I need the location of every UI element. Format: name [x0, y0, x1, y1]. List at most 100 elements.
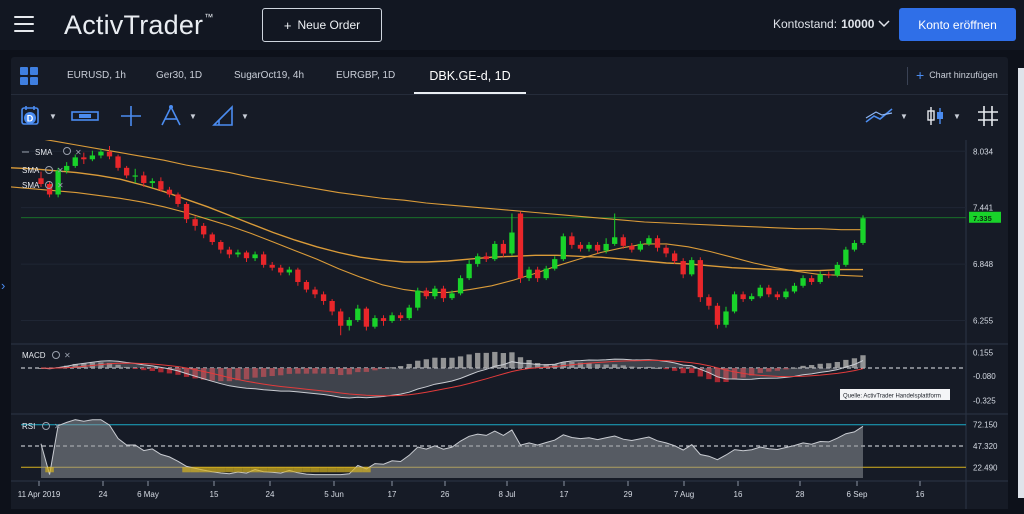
macd-legend[interactable]: MACD ✕	[22, 351, 71, 360]
macd-tick-label: -0.080	[973, 372, 996, 381]
macd-tick-label: -0.325	[973, 397, 996, 406]
macd-histogram-bar	[509, 352, 515, 368]
source-note-text: Quelle: ActivTrader Handelsplattform	[843, 394, 941, 400]
candle	[106, 151, 113, 157]
candle	[800, 278, 806, 286]
candle	[372, 318, 378, 327]
macd-histogram-bar	[492, 351, 498, 368]
macd-line	[40, 358, 864, 399]
gear-icon[interactable]	[45, 181, 53, 189]
price-tick-label: 6.255	[973, 317, 994, 326]
gear-icon[interactable]	[45, 166, 53, 174]
close-icon[interactable]: ✕	[75, 148, 82, 157]
candle	[552, 259, 558, 269]
sma-legend-2[interactable]: SMA ✕	[22, 166, 64, 175]
macd-histogram-bar	[72, 363, 78, 368]
candle	[577, 244, 584, 249]
indicators-button[interactable]: ▼	[864, 104, 908, 128]
add-chart-label: Chart hinzufügen	[929, 70, 998, 80]
candle	[286, 269, 292, 273]
gear-icon[interactable]	[52, 351, 60, 359]
macd-histogram-bar	[226, 368, 233, 382]
timeframe-calendar-button[interactable]: D ▼	[19, 104, 57, 128]
gear-icon[interactable]	[42, 422, 50, 430]
tab-eurusd[interactable]: EURUSD, 1h	[67, 70, 126, 81]
macd-histogram-bar	[706, 368, 712, 380]
chart-area[interactable]: 8.034 7.441 6.848 6.255 7.335 0.155 -0.080 -0.…	[10, 133, 1008, 509]
add-chart-button[interactable]: + Chart hinzufügen	[916, 67, 998, 83]
candle	[517, 213, 524, 279]
candle	[671, 253, 678, 262]
chevron-right-icon[interactable]: ›	[1, 278, 6, 293]
sma-legend-1[interactable]: SMA ✕	[22, 147, 82, 158]
sma-legend-3[interactable]: SMA ✕	[22, 181, 64, 190]
macd-histogram-bar	[260, 368, 267, 377]
tab-sugaroct19[interactable]: SugarOct19, 4h	[234, 70, 305, 81]
tab-ger30[interactable]: Ger30, 1D	[156, 70, 203, 81]
close-icon[interactable]: ✕	[54, 422, 61, 431]
plus-icon: +	[283, 17, 292, 33]
drawing-tools-icon	[212, 105, 233, 126]
candle	[757, 287, 763, 297]
macd-histogram-bar	[603, 364, 609, 368]
candle	[158, 181, 164, 190]
candle	[791, 285, 798, 292]
macd-histogram-bar	[714, 368, 721, 383]
candle	[663, 247, 669, 254]
macd-histogram-bar	[475, 352, 481, 368]
macd-signal-line	[40, 359, 864, 397]
candle	[355, 308, 361, 321]
rsi-legend[interactable]: RSI ✕	[22, 422, 61, 431]
candle	[594, 244, 601, 251]
drawing-tools-button[interactable]: ▼	[211, 104, 249, 128]
close-icon[interactable]: ✕	[64, 351, 71, 360]
macd-histogram-bar	[243, 368, 250, 380]
app-logo[interactable]: ActivTrader™	[64, 10, 213, 41]
candle	[183, 203, 190, 220]
rsi-oversold-fill	[242, 467, 251, 473]
rsi-oversold-fill	[362, 467, 371, 473]
macd-histogram-bar	[612, 364, 618, 368]
trademark: ™	[204, 12, 214, 22]
tab-eurgbp[interactable]: EURGBP, 1D	[336, 70, 396, 81]
rsi-oversold-fill	[207, 467, 217, 473]
side-panel-edge	[1018, 68, 1024, 498]
macd-histogram-bar	[372, 368, 378, 371]
crosshair-icon	[121, 106, 141, 126]
chart-type-button[interactable]: ▼	[925, 104, 961, 128]
chevron-down-icon	[878, 20, 890, 28]
candle	[338, 311, 344, 326]
candle	[714, 305, 721, 325]
close-icon[interactable]: ✕	[57, 181, 64, 190]
candle	[89, 155, 96, 160]
candle	[543, 268, 549, 279]
candle	[226, 249, 233, 255]
account-balance-dropdown[interactable]: Kontostand: 10000	[773, 17, 890, 31]
menu-icon[interactable]	[14, 16, 34, 32]
macd-histogram-bar	[783, 368, 789, 370]
plus-icon: +	[916, 67, 925, 83]
rsi-line	[40, 419, 864, 476]
candle	[363, 308, 370, 327]
macd-histogram-bar	[432, 357, 438, 368]
crosshair-button[interactable]	[119, 104, 143, 128]
price-chart[interactable]: 8.034 7.441 6.848 6.255 7.335 0.155 -0.080 -0.…	[10, 133, 1008, 509]
new-order-button[interactable]: + Neue Order	[262, 8, 382, 42]
measure-tool-button[interactable]	[71, 104, 99, 128]
chart-layout-icon[interactable]	[20, 67, 38, 85]
candle	[132, 175, 138, 177]
x-tick-label: 16	[734, 490, 743, 499]
grid-toggle-button[interactable]	[977, 104, 999, 128]
pitchfork-tool-button[interactable]: ▼	[159, 104, 197, 128]
source-note: Quelle: ActivTrader Handelsplattform	[840, 389, 950, 400]
close-icon[interactable]: ✕	[57, 166, 64, 175]
sma-line	[10, 167, 863, 272]
open-account-button[interactable]: Konto eröffnen	[899, 8, 1016, 41]
tab-dbk[interactable]: DBK.GE-d, 1D	[414, 57, 526, 94]
gear-icon[interactable]	[63, 147, 71, 155]
macd-histogram-bar	[64, 365, 70, 368]
macd-histogram-bar	[149, 368, 155, 372]
rsi-tick-label: 47.320	[973, 442, 998, 451]
macd-histogram-bar	[415, 360, 421, 368]
x-tick-label: 5 Jun	[324, 490, 344, 499]
